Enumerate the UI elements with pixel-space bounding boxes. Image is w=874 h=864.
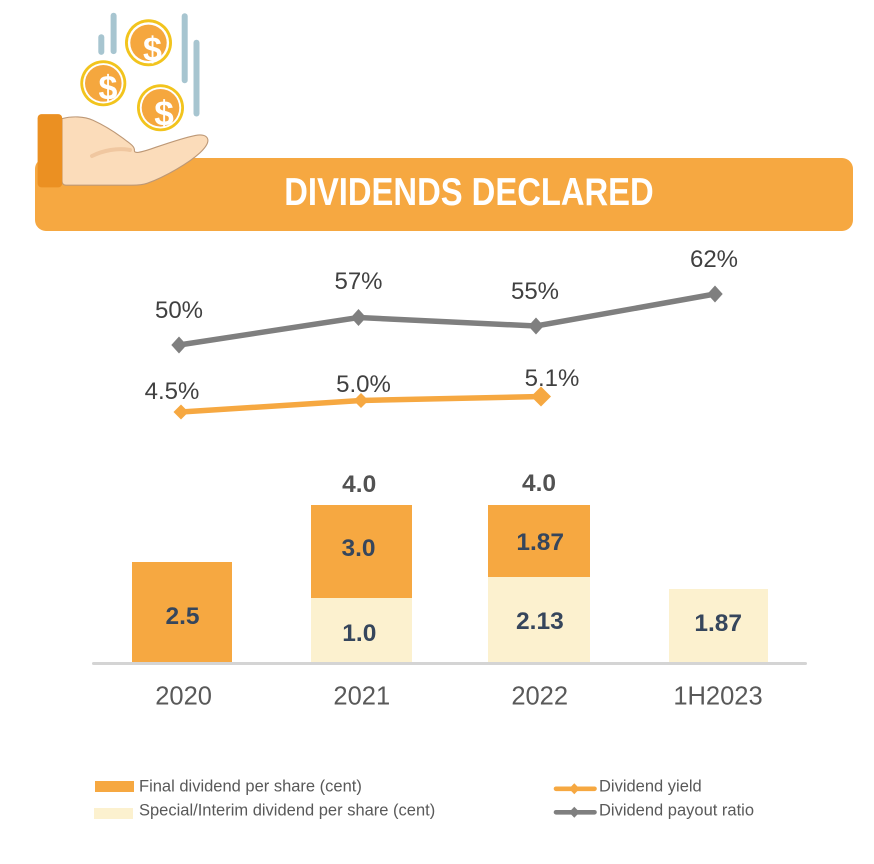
svg-text:$: $ [154, 95, 174, 134]
svg-text:$: $ [143, 31, 162, 69]
svg-text:$: $ [98, 70, 117, 108]
